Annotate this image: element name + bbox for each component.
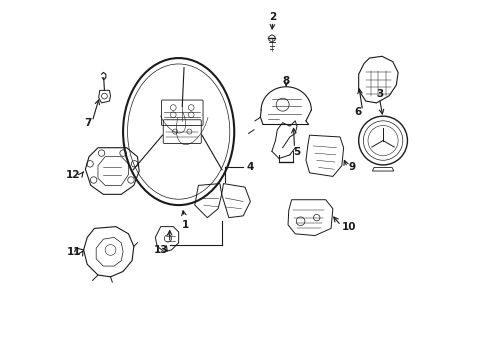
Text: 6: 6 (354, 107, 362, 117)
Text: 1: 1 (182, 211, 190, 230)
Text: 2: 2 (269, 12, 276, 22)
Text: 13: 13 (153, 245, 168, 255)
Text: 11: 11 (67, 247, 81, 257)
Text: 5: 5 (294, 147, 301, 157)
Text: 3: 3 (376, 89, 383, 99)
Text: 12: 12 (66, 170, 80, 180)
Text: 8: 8 (283, 76, 290, 86)
Text: 10: 10 (342, 222, 356, 231)
Text: 9: 9 (348, 162, 355, 172)
Text: 4: 4 (247, 162, 254, 172)
Text: 7: 7 (85, 118, 92, 128)
